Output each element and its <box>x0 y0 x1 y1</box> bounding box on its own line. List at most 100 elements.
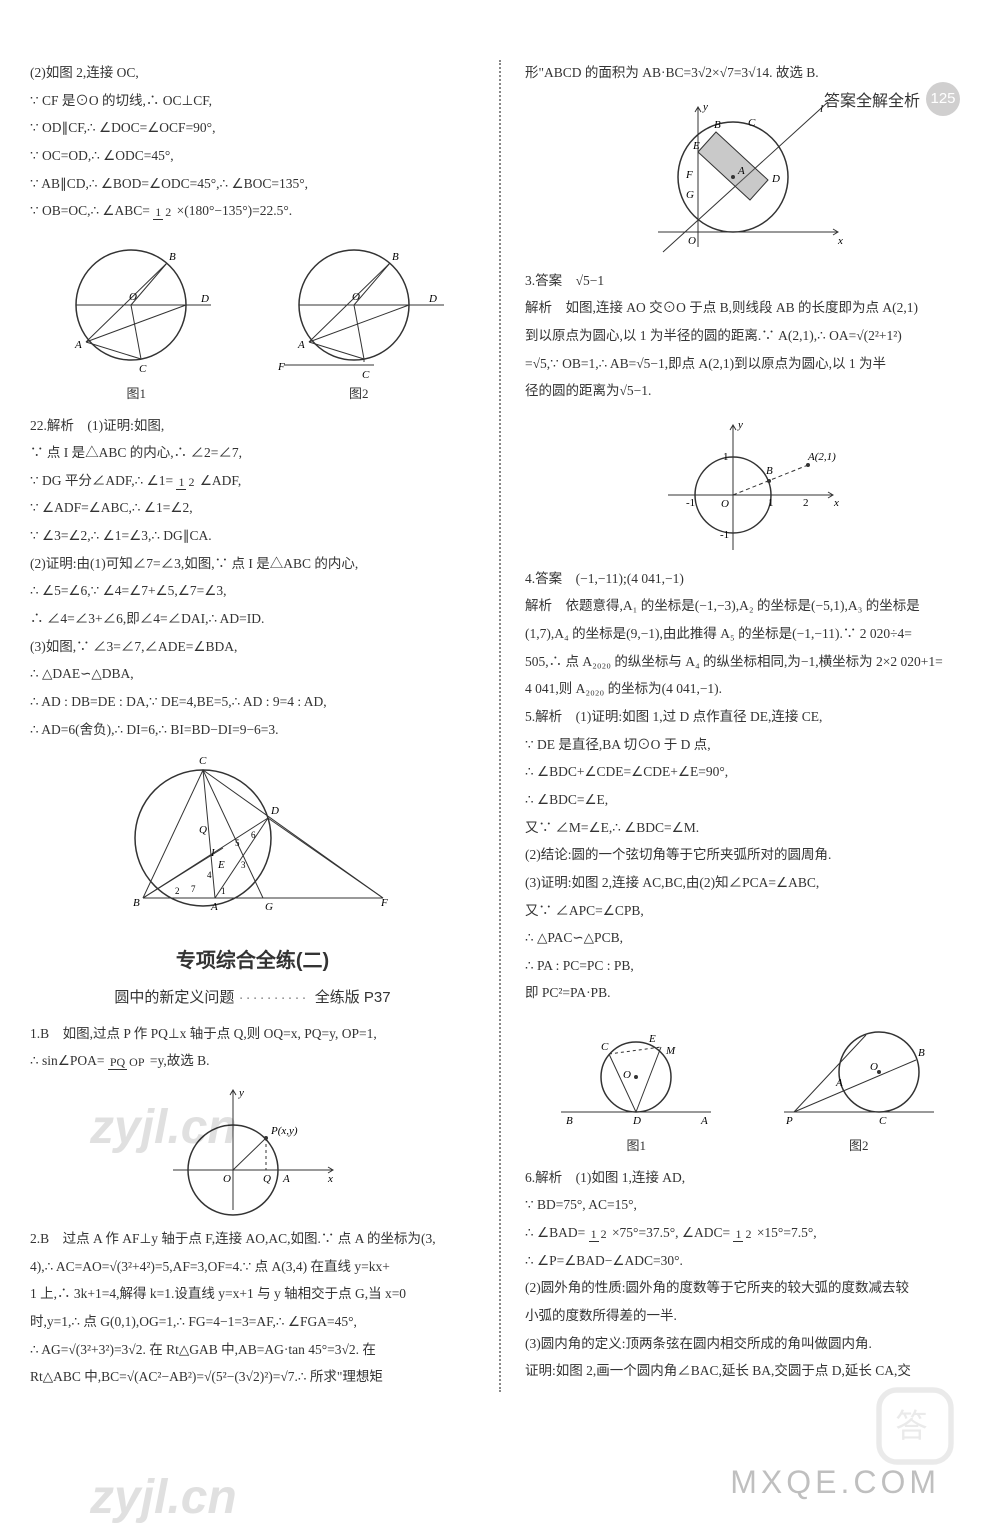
svg-text:x: x <box>837 235 843 247</box>
text-line: ∴ PA : PC=PC : PB, <box>525 953 970 979</box>
text-line: ∵ DE 是直径,BA 切⊙O 于 D 点, <box>525 732 970 758</box>
svg-text:答: 答 <box>895 1409 927 1445</box>
svg-text:B: B <box>714 119 721 131</box>
page-header: 答案全解全析 125 <box>824 82 960 116</box>
text-line: ∴ ∠BDC+∠CDE=∠CDE+∠E=90°, <box>525 759 970 785</box>
text-line: 1 上,∴ 3k+1=4,解得 k=1.设直线 y=x+1 与 y 轴相交于点 … <box>30 1281 475 1307</box>
svg-text:2: 2 <box>803 497 809 509</box>
svg-text:E: E <box>217 859 225 871</box>
figure-r1: B D A C E M O 图1 <box>551 1012 721 1159</box>
text-line: 到以原点为圆心,以 1 为半径的圆的距离.∵ A(2,1),∴ OA=√(2²+… <box>525 323 970 349</box>
svg-text:2: 2 <box>175 886 180 896</box>
text-line: ∵ ∠ADF=∠ABC,∴ ∠1=∠2, <box>30 495 475 521</box>
fig-caption: 图1 <box>51 382 221 407</box>
dot-leader: ·········· <box>239 989 315 1006</box>
text-line: ∵ DG 平分∠ADF,∴ ∠1= 12 ∠ADF, <box>30 468 475 494</box>
figure-r2: P C A B O 图2 <box>774 1012 944 1159</box>
text-line: ∴ AG=√(3²+3²)=3√2. 在 Rt△GAB 中,AB=AG·tan … <box>30 1337 475 1363</box>
text-line: 6.解析 (1)如图 1,连接 AD, <box>525 1165 970 1191</box>
svg-text:D: D <box>200 293 209 305</box>
text-line: 又∵ ∠M=∠E,∴ ∠BDC=∠M. <box>525 815 970 841</box>
figure-22: C B A G F D Q I E 7 2 1 4 3 6 5 <box>30 748 475 928</box>
svg-text:O: O <box>721 498 729 510</box>
text-line: ∴ ∠BDC=∠E, <box>525 787 970 813</box>
svg-text:G: G <box>265 901 273 913</box>
svg-text:6: 6 <box>251 830 256 840</box>
text-line: 4.答案 (−1,−11);(4 041,−1) <box>525 566 970 592</box>
figure-row: B D A C E M O 图1 P C <box>525 1012 970 1159</box>
header-title: 答案全解全析 <box>824 87 920 111</box>
svg-text:O: O <box>352 291 360 303</box>
text-line: ∴ △DAE∽△DBA, <box>30 661 475 687</box>
figure-1: O D B A C 图1 <box>51 230 221 407</box>
text-line: (2)如图 2,连接 OC, <box>30 60 475 86</box>
svg-text:y: y <box>238 1087 244 1099</box>
svg-text:5: 5 <box>235 838 240 848</box>
svg-text:A: A <box>210 901 218 913</box>
svg-text:F: F <box>380 897 388 909</box>
fraction: 12 <box>733 1228 753 1240</box>
text-line: 505,∴ 点 A₂₀₂₀ 的纵坐标与 A₄ 的纵坐标相同,为−1,横坐标为 2… <box>525 649 970 675</box>
watermark: MXQE.COM <box>730 1464 940 1501</box>
figure-origin-circle: O x y A(2,1) B 1 2 1 -1 -1 <box>525 410 970 560</box>
svg-text:C: C <box>362 369 370 380</box>
svg-text:x: x <box>327 1173 333 1185</box>
svg-text:D: D <box>270 805 279 817</box>
svg-text:Q: Q <box>199 824 207 836</box>
svg-text:B: B <box>766 465 773 477</box>
svg-text:7: 7 <box>191 884 196 894</box>
text-line: ∴ ∠P=∠BAD−∠ADC=30°. <box>525 1248 970 1274</box>
svg-text:C: C <box>879 1115 887 1127</box>
section-title: 专项综合全练(二) <box>30 942 475 980</box>
svg-text:A(2,1): A(2,1) <box>807 451 836 463</box>
text-line: ∵ OC=OD,∴ ∠ODC=45°, <box>30 143 475 169</box>
svg-text:O: O <box>223 1173 231 1185</box>
text-line: (3)证明:如图 2,连接 AC,BC,由(2)知∠PCA=∠ABC, <box>525 870 970 896</box>
text-line: Rt△ABC 中,BC=√(AC²−AB²)=√(5²−(3√2)²)=√7.∴… <box>30 1364 475 1390</box>
svg-text:P(x,y): P(x,y) <box>270 1125 298 1137</box>
svg-text:B: B <box>918 1047 925 1059</box>
text-line: 1.B 如图,过点 P 作 PQ⊥x 轴于点 Q,则 OQ=x, PQ=y, O… <box>30 1021 475 1047</box>
svg-text:C: C <box>601 1041 609 1053</box>
fraction: PQOP <box>108 1056 147 1068</box>
svg-text:B: B <box>566 1115 573 1127</box>
text-line: (2)证明:由(1)可知∠7=∠3,如图,∵ 点 I 是△ABC 的内心, <box>30 551 475 577</box>
svg-text:-1: -1 <box>720 529 729 541</box>
svg-text:A: A <box>297 339 305 351</box>
text-line: 3.答案 √5−1 <box>525 268 970 294</box>
text-line: 解析 如图,连接 AO 交⊙O 于点 B,则线段 AB 的长度即为点 A(2,1… <box>525 295 970 321</box>
svg-text:E: E <box>692 140 700 152</box>
text-line: ∵ OB=OC,∴ ∠ABC= 12 ×(180°−135°)=22.5°. <box>30 198 475 224</box>
svg-text:G: G <box>686 189 694 201</box>
text-line: (2)圆外角的性质:圆外角的度数等于它所夹的较大弧的度数减去较 <box>525 1275 970 1301</box>
svg-text:D: D <box>428 293 437 305</box>
svg-text:y: y <box>702 101 708 113</box>
text-line: ∵ OD∥CF,∴ ∠DOC=∠OCF=90°, <box>30 115 475 141</box>
watermark: zyjl.cn <box>90 1470 237 1525</box>
text-line: (3)如图,∵ ∠3=∠7,∠ADE=∠BDA, <box>30 634 475 660</box>
right-column: 形"ABCD 的面积为 AB·BC=3√2×√7=3√14. 故选 B. O x… <box>525 60 970 1392</box>
svg-text:E: E <box>648 1033 656 1045</box>
text-line: ∵ BD=75°, AC=15°, <box>525 1192 970 1218</box>
svg-text:1: 1 <box>221 886 226 896</box>
text-line: (3)圆内角的定义:顶两条弦在圆内相交所成的角叫做圆内角. <box>525 1331 970 1357</box>
svg-text:D: D <box>771 173 780 185</box>
text-line: ∵ ∠3=∠2,∴ ∠1=∠3,∴ DG∥CA. <box>30 523 475 549</box>
svg-text:-1: -1 <box>686 497 695 509</box>
svg-text:C: C <box>199 755 207 767</box>
figure-2: O D B A C F 图2 <box>264 230 454 407</box>
text-line: ∵ CF 是⊙O 的切线,∴ OC⊥CF, <box>30 88 475 114</box>
text-line: 又∵ ∠APC=∠CPB, <box>525 898 970 924</box>
text-line: ∴ sin∠POA= PQOP =y,故选 B. <box>30 1048 475 1074</box>
text-line: 5.解析 (1)证明:如图 1,过 D 点作直径 DE,连接 CE, <box>525 704 970 730</box>
text-line: 即 PC²=PA·PB. <box>525 980 970 1006</box>
svg-text:O: O <box>129 291 137 303</box>
svg-text:4: 4 <box>207 870 212 880</box>
text-line: (1,7),A₄ 的坐标是(9,−1),由此推得 A₅ 的坐标是(−1,−11)… <box>525 621 970 647</box>
svg-text:x: x <box>833 497 839 509</box>
svg-text:1: 1 <box>768 497 774 509</box>
text-line: 2.B 过点 A 作 AF⊥y 轴于点 F,连接 AO,AC,如图.∵ 点 A … <box>30 1226 475 1252</box>
fig-caption: 图2 <box>774 1134 944 1159</box>
svg-text:C: C <box>139 363 147 375</box>
svg-text:1: 1 <box>723 451 729 463</box>
